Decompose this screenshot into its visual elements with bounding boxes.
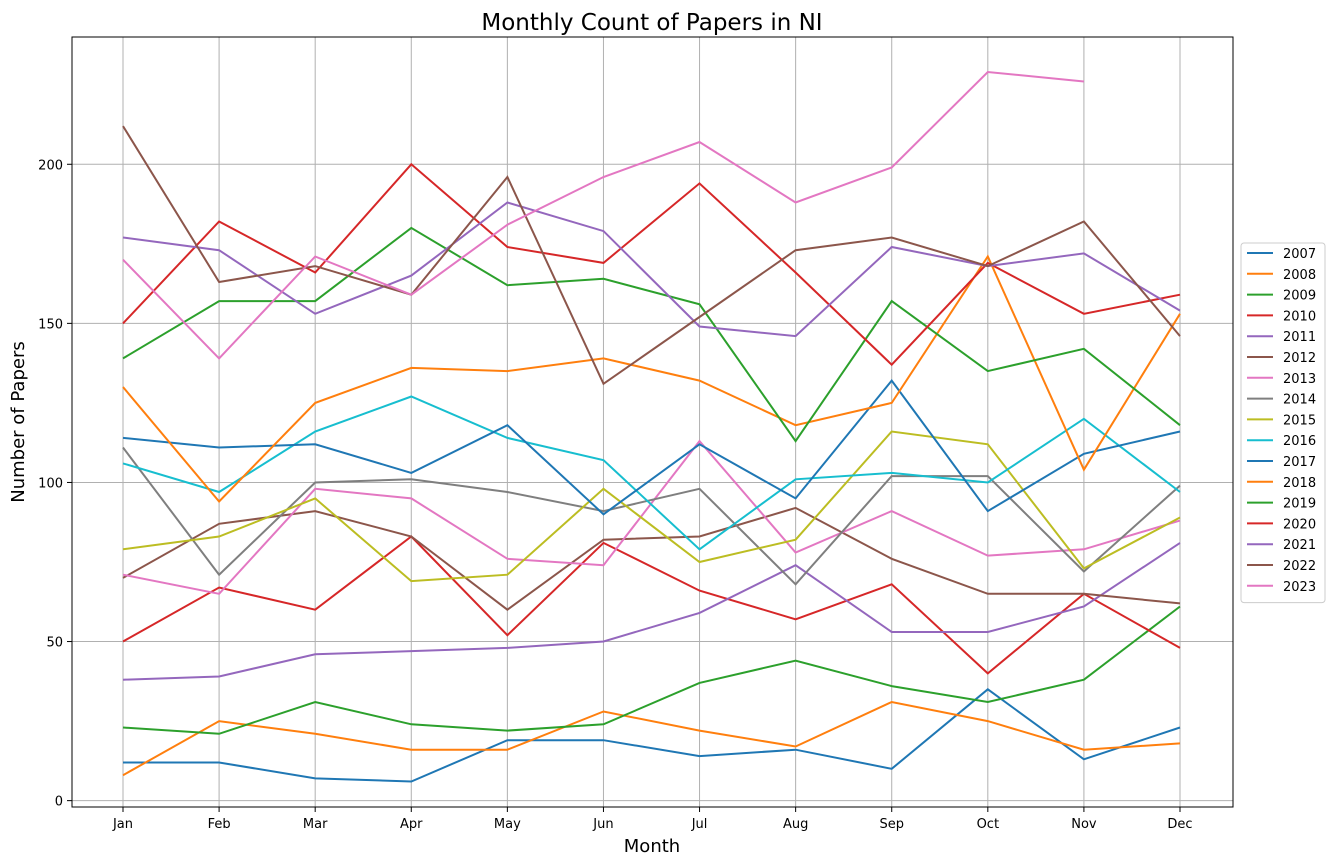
- legend-label: 2010: [1283, 309, 1316, 324]
- legend-label: 2012: [1283, 351, 1316, 366]
- legend-label: 2014: [1283, 393, 1316, 408]
- y-axis-title: Number of Papers: [8, 341, 29, 502]
- legend-label: 2016: [1283, 434, 1316, 449]
- series-line-2023: [122, 70, 1084, 360]
- x-tick-label: May: [494, 817, 521, 832]
- legend-box: [1240, 242, 1326, 604]
- series-line-2015: [122, 430, 1181, 583]
- grid: [72, 37, 1233, 807]
- series-line-2007: [123, 688, 1181, 783]
- legend-label: 2020: [1283, 517, 1316, 532]
- series-line-2012: [122, 506, 1181, 611]
- y-tick-label: 150: [38, 317, 63, 332]
- legend-label: 2017: [1283, 455, 1316, 470]
- legend-label: 2021: [1283, 538, 1316, 553]
- series-line-2016: [122, 395, 1181, 551]
- x-tick-label: Jan: [112, 817, 133, 832]
- y-tick-label: 0: [55, 795, 63, 810]
- legend-label: 2023: [1283, 580, 1316, 595]
- legend-label: 2019: [1283, 497, 1316, 512]
- series-line-2019: [122, 226, 1181, 443]
- series-line-2009: [122, 605, 1181, 735]
- x-tick-label: Apr: [400, 817, 423, 832]
- series-line-2014: [122, 446, 1181, 586]
- x-tick-label: Nov: [1071, 817, 1097, 832]
- x-tick-label: Jul: [691, 817, 708, 832]
- series-line-2017: [122, 378, 1181, 516]
- legend: 2007 2008 2009 2010 2011 2012 2013 2014 2015 2016…: [1240, 242, 1326, 604]
- series-line-2013: [122, 439, 1181, 595]
- x-tick-label: Jun: [592, 817, 613, 832]
- series-line-2008: [122, 700, 1181, 777]
- y-tick-label: 100: [38, 476, 63, 491]
- x-tick-label: Oct: [977, 817, 999, 832]
- legend-label: 2007: [1283, 247, 1316, 262]
- chart-title: Monthly Count of Papers in NI: [481, 10, 822, 36]
- series-line-2011: [122, 542, 1181, 681]
- series-lines: [122, 70, 1181, 783]
- legend-label: 2009: [1283, 289, 1316, 304]
- series-line-2020: [122, 162, 1181, 367]
- x-tick-label: Aug: [783, 817, 808, 832]
- x-tick-label: Mar: [303, 817, 328, 832]
- legend-label: 2015: [1283, 413, 1316, 428]
- legend-label: 2013: [1283, 372, 1316, 387]
- plot-frame: [71, 36, 1234, 808]
- y-tick-label: 50: [46, 636, 63, 651]
- y-tick-label: 200: [38, 158, 63, 173]
- x-tick-label: Dec: [1167, 817, 1192, 832]
- legend-label: 2022: [1283, 559, 1316, 574]
- legend-label: 2008: [1283, 268, 1316, 283]
- legend-label: 2018: [1283, 476, 1316, 491]
- series-line-2018: [122, 254, 1181, 503]
- series-line-2021: [122, 201, 1181, 338]
- x-tick-label: Sep: [879, 817, 904, 832]
- series-line-2010: [122, 535, 1181, 675]
- y-axis-ticks: 0 50 100 150 200: [38, 158, 72, 810]
- legend-label: 2011: [1283, 330, 1316, 345]
- x-tick-label: Feb: [208, 817, 231, 832]
- series-line-2022: [122, 125, 1181, 386]
- x-axis-ticks: Jan Feb Mar Apr May Jun Jul Aug Sep Oct Nov Dec: [112, 807, 1193, 832]
- x-axis-title: Month: [624, 836, 680, 857]
